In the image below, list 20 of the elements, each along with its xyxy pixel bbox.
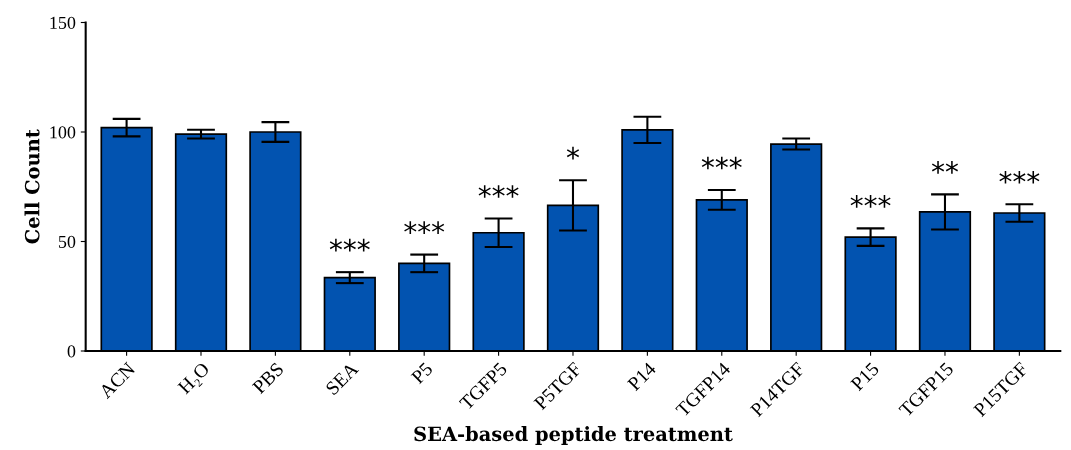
- y-tick-label: 0: [67, 345, 76, 358]
- x-tick-label: PBS: [251, 362, 285, 395]
- data-label: ***: [999, 170, 1040, 184]
- y-tick-label: 50: [58, 235, 76, 248]
- data-label: **: [931, 161, 959, 174]
- x-tick-label: H₂O: [177, 361, 213, 398]
- data-label: ***: [478, 185, 519, 198]
- data-label: ***: [404, 221, 445, 234]
- data-label: ***: [850, 195, 891, 208]
- x-axis-title: SEA-based peptide treatment: [414, 426, 733, 445]
- x-tick-label: P5: [410, 361, 434, 385]
- data-label: ***: [329, 238, 370, 252]
- y-tick-label: 150: [50, 16, 76, 29]
- x-tick-label: P15: [850, 361, 880, 392]
- x-tick-label: SEA: [325, 361, 360, 396]
- data-label: ***: [701, 156, 742, 170]
- y-axis-title: Cell Count: [24, 129, 40, 244]
- y-tick-label: 100: [50, 126, 76, 139]
- x-tick-label: P14: [626, 361, 657, 392]
- data-label: *: [566, 146, 580, 160]
